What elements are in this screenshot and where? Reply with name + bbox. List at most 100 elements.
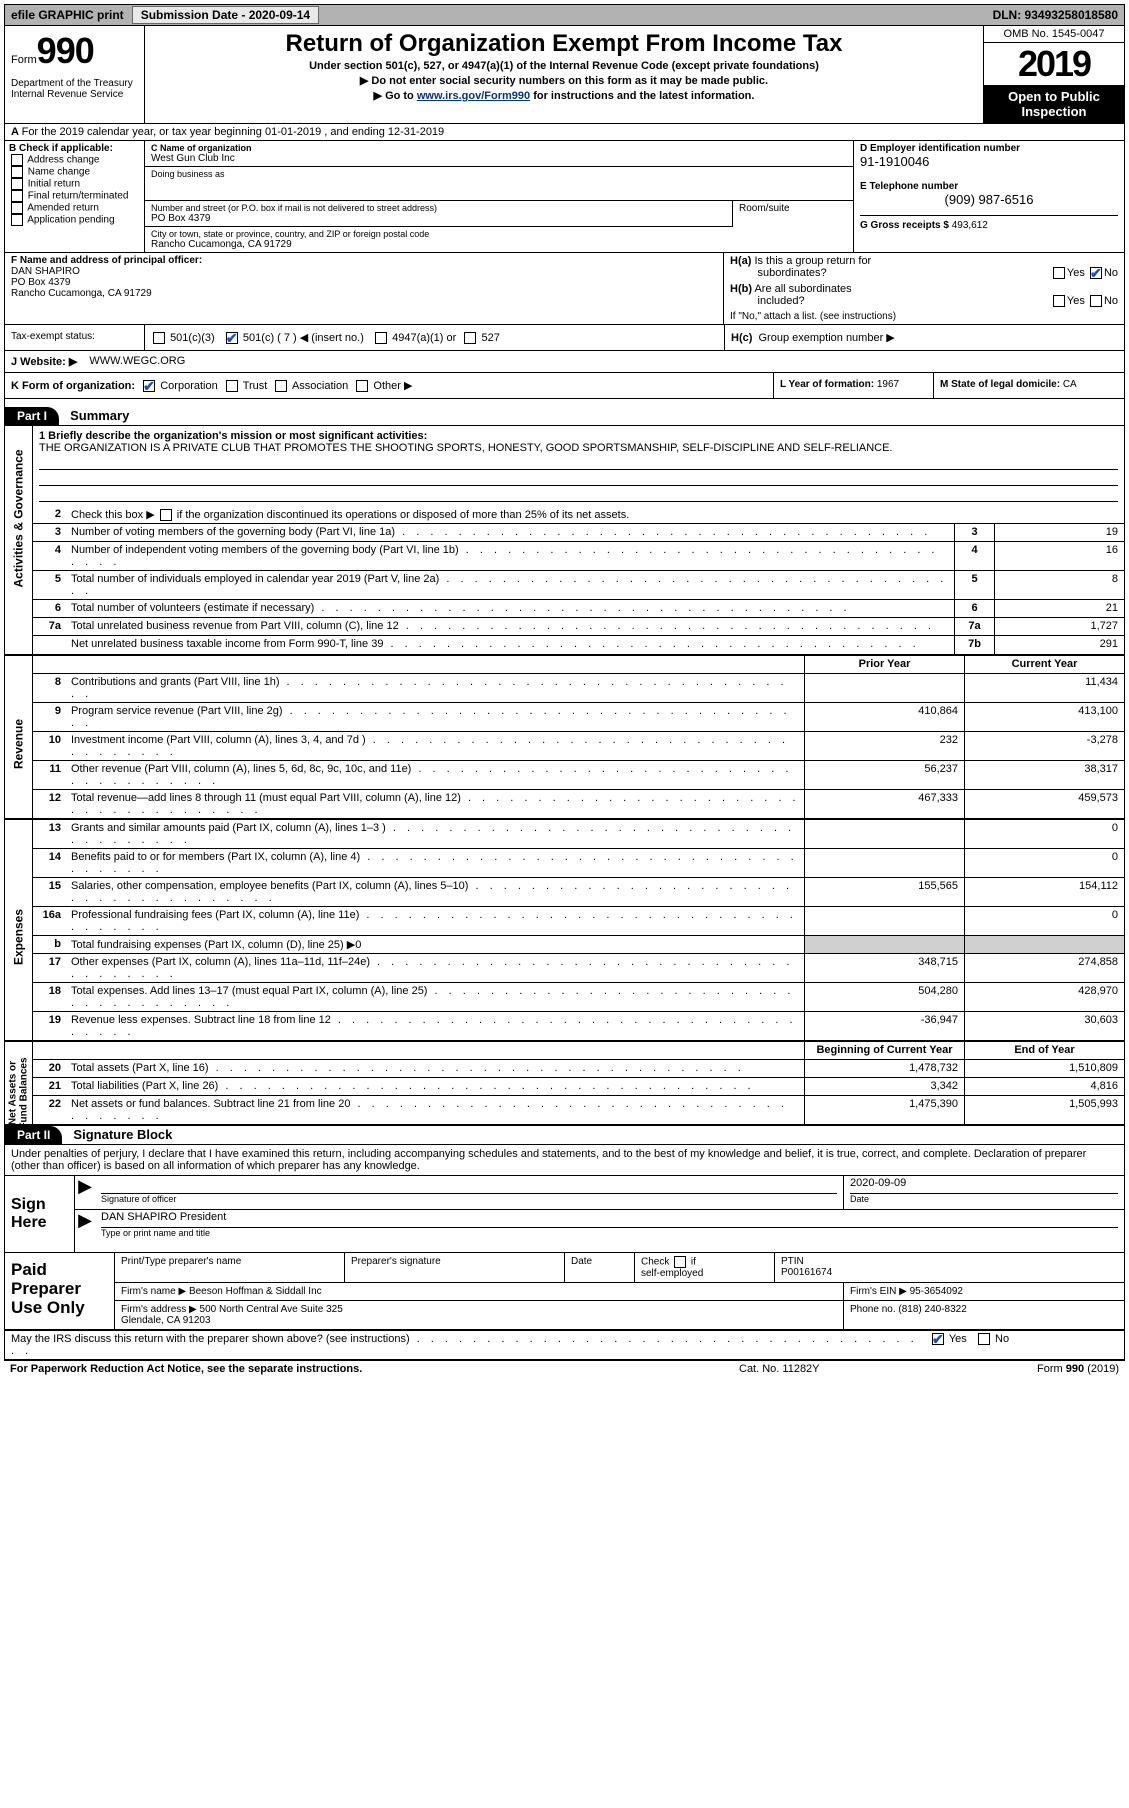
prep-phone-value: (818) 240-8322 bbox=[898, 1304, 966, 1315]
org-name: West Gun Club Inc bbox=[151, 153, 847, 164]
firm-addr-label: Firm's address ▶ bbox=[121, 1304, 197, 1315]
dba-label: Doing business as bbox=[151, 169, 847, 179]
form-id-cell: Form990 bbox=[5, 26, 145, 76]
b-check-item[interactable]: Amended return bbox=[9, 202, 140, 214]
summary-row: Net unrelated business taxable income fr… bbox=[33, 636, 1124, 654]
501c3-checkbox[interactable] bbox=[153, 332, 165, 344]
527-checkbox[interactable] bbox=[464, 332, 476, 344]
h-group-return: H(a) Is this a group return for subordin… bbox=[724, 253, 1124, 324]
b-check-item[interactable]: Final return/terminated bbox=[9, 190, 140, 202]
discuss-no-checkbox[interactable] bbox=[978, 1333, 990, 1345]
summary-row: 6Total number of volunteers (estimate if… bbox=[33, 600, 1124, 618]
principal-officer: F Name and address of principal officer:… bbox=[5, 253, 724, 324]
k-trust-checkbox[interactable] bbox=[226, 380, 238, 392]
col-c-org: C Name of organization West Gun Club Inc… bbox=[145, 141, 854, 252]
sign-here-label: Sign Here bbox=[5, 1176, 75, 1252]
officer-sig-label: Signature of officer bbox=[101, 1193, 837, 1204]
hb-no-checkbox[interactable] bbox=[1090, 295, 1102, 307]
klm-row: K Form of organization: Corporation Trus… bbox=[5, 373, 1124, 399]
form-subtitle: Under section 501(c), 527, or 4947(a)(1)… bbox=[151, 60, 977, 72]
k-assoc-checkbox[interactable] bbox=[275, 380, 287, 392]
submission-date-button[interactable]: Submission Date - 2020-09-14 bbox=[132, 6, 319, 24]
summary-row: 12Total revenue—add lines 8 through 11 (… bbox=[33, 790, 1124, 818]
4947-checkbox[interactable] bbox=[375, 332, 387, 344]
irs-link[interactable]: www.irs.gov/Form990 bbox=[417, 90, 530, 102]
addr-value: PO Box 4379 bbox=[151, 213, 726, 224]
501c-checkbox[interactable] bbox=[226, 332, 238, 344]
b-check-item[interactable]: Application pending bbox=[9, 214, 140, 226]
room-label: Room/suite bbox=[733, 201, 853, 227]
summary-row: 11Other revenue (Part VIII, column (A), … bbox=[33, 761, 1124, 790]
omb-year-cell: OMB No. 1545-0047 2019 Open to Public In… bbox=[984, 26, 1124, 123]
k-other-checkbox[interactable] bbox=[356, 380, 368, 392]
page-footer: For Paperwork Reduction Act Notice, see … bbox=[4, 1361, 1125, 1377]
form-header: Form990 Department of the Treasury Inter… bbox=[5, 26, 1124, 124]
hb-note: If "No," attach a list. (see instruction… bbox=[724, 309, 1124, 324]
expenses-vtab: Expenses bbox=[5, 820, 33, 1040]
activities-governance-section: Activities & Governance 1 Briefly descri… bbox=[5, 426, 1124, 656]
form-note-link: Go to www.irs.gov/Form990 for instructio… bbox=[151, 89, 977, 102]
firm-ein-value: 95-3654092 bbox=[910, 1286, 963, 1297]
summary-row: 17Other expenses (Part IX, column (A), l… bbox=[33, 954, 1124, 983]
firm-ein-label: Firm's EIN ▶ bbox=[850, 1286, 907, 1297]
line1-mission: 1 Briefly describe the organization's mi… bbox=[33, 426, 1124, 506]
summary-row: 19Revenue less expenses. Subtract line 1… bbox=[33, 1012, 1124, 1040]
revenue-section: Revenue Prior Year Current Year 8Contrib… bbox=[5, 656, 1124, 820]
summary-row: 15Salaries, other compensation, employee… bbox=[33, 878, 1124, 907]
tax-year: 2019 bbox=[984, 43, 1124, 85]
section-fh: F Name and address of principal officer:… bbox=[5, 253, 1124, 325]
form-of-org: K Form of organization: Corporation Trus… bbox=[5, 373, 774, 398]
summary-row: 5Total number of individuals employed in… bbox=[33, 571, 1124, 600]
line2-checkbox[interactable] bbox=[160, 509, 172, 521]
footer-paperwork: For Paperwork Reduction Act Notice, see … bbox=[10, 1363, 739, 1375]
summary-row: 21Total liabilities (Part X, line 26)3,3… bbox=[33, 1078, 1124, 1096]
year-formation: L Year of formation: 1967 bbox=[774, 373, 934, 398]
row-a-period: A For the 2019 calendar year, or tax yea… bbox=[5, 124, 1124, 141]
b-check-item[interactable]: Address change bbox=[9, 154, 140, 166]
open-to-public-badge: Open to Public Inspection bbox=[984, 85, 1124, 123]
beginning-year-header: Beginning of Current Year bbox=[804, 1042, 964, 1059]
state-domicile: M State of legal domicile: CA bbox=[934, 373, 1124, 398]
officer-name-label: Type or print name and title bbox=[101, 1227, 1118, 1238]
form-990-page: Form990 Department of the Treasury Inter… bbox=[4, 26, 1125, 1361]
form-title-cell: Return of Organization Exempt From Incom… bbox=[145, 26, 984, 123]
sign-arrow-icon: ▶ bbox=[75, 1176, 95, 1209]
org-name-label: C Name of organization bbox=[151, 143, 847, 153]
ha-no-checkbox[interactable] bbox=[1090, 267, 1102, 279]
efile-topbar: efile GRAPHIC print Submission Date - 20… bbox=[4, 4, 1125, 26]
summary-row: 4Number of independent voting members of… bbox=[33, 542, 1124, 571]
omb-number: OMB No. 1545-0047 bbox=[984, 26, 1124, 43]
netassets-vtab: Net Assets orFund Balances bbox=[5, 1042, 33, 1124]
prep-sig-label: Preparer's signature bbox=[345, 1253, 565, 1282]
tax-exempt-row: Tax-exempt status: 501(c)(3) 501(c) ( 7 … bbox=[5, 325, 1124, 351]
hb-yes-checkbox[interactable] bbox=[1053, 295, 1065, 307]
prior-year-header: Prior Year bbox=[804, 656, 964, 673]
discuss-yes-checkbox[interactable] bbox=[932, 1333, 944, 1345]
ha-yes-checkbox[interactable] bbox=[1053, 267, 1065, 279]
part1-title: Summary bbox=[62, 408, 129, 423]
tax-status-options: 501(c)(3) 501(c) ( 7 ) ◀ (insert no.) 49… bbox=[145, 325, 724, 350]
city-label: City or town, state or province, country… bbox=[151, 229, 847, 239]
netassets-header-row: Beginning of Current Year End of Year bbox=[33, 1042, 1124, 1060]
part2-title: Signature Block bbox=[65, 1127, 172, 1142]
part2-header: Part II Signature Block bbox=[5, 1126, 1124, 1145]
b-check-item[interactable]: Initial return bbox=[9, 178, 140, 190]
ein-label: D Employer identification number bbox=[860, 143, 1118, 154]
line2-discontinued: 2 Check this box ▶ if the organization d… bbox=[33, 506, 1124, 524]
summary-row: 14Benefits paid to or for members (Part … bbox=[33, 849, 1124, 878]
phone-value: (909) 987-6516 bbox=[860, 192, 1118, 207]
part1-num: Part I bbox=[5, 407, 59, 425]
prep-phone-label: Phone no. bbox=[850, 1304, 896, 1315]
signature-declaration: Under penalties of perjury, I declare th… bbox=[5, 1145, 1124, 1175]
summary-row: 22Net assets or fund balances. Subtract … bbox=[33, 1096, 1124, 1124]
dln-label: DLN: 93493258018580 bbox=[987, 6, 1124, 24]
self-employed-checkbox[interactable] bbox=[674, 1256, 686, 1268]
activities-vtab: Activities & Governance bbox=[5, 426, 33, 654]
summary-row: 9Program service revenue (Part VIII, lin… bbox=[33, 703, 1124, 732]
sig-date-label: Date bbox=[850, 1193, 1118, 1204]
b-check-item[interactable]: Name change bbox=[9, 166, 140, 178]
current-year-header: Current Year bbox=[964, 656, 1124, 673]
paid-preparer-grid: PaidPreparerUse Only Print/Type preparer… bbox=[5, 1253, 1124, 1331]
k-corp-checkbox[interactable] bbox=[143, 380, 155, 392]
sign-here-grid: Sign Here ▶ Signature of officer 2020-09… bbox=[5, 1175, 1124, 1253]
